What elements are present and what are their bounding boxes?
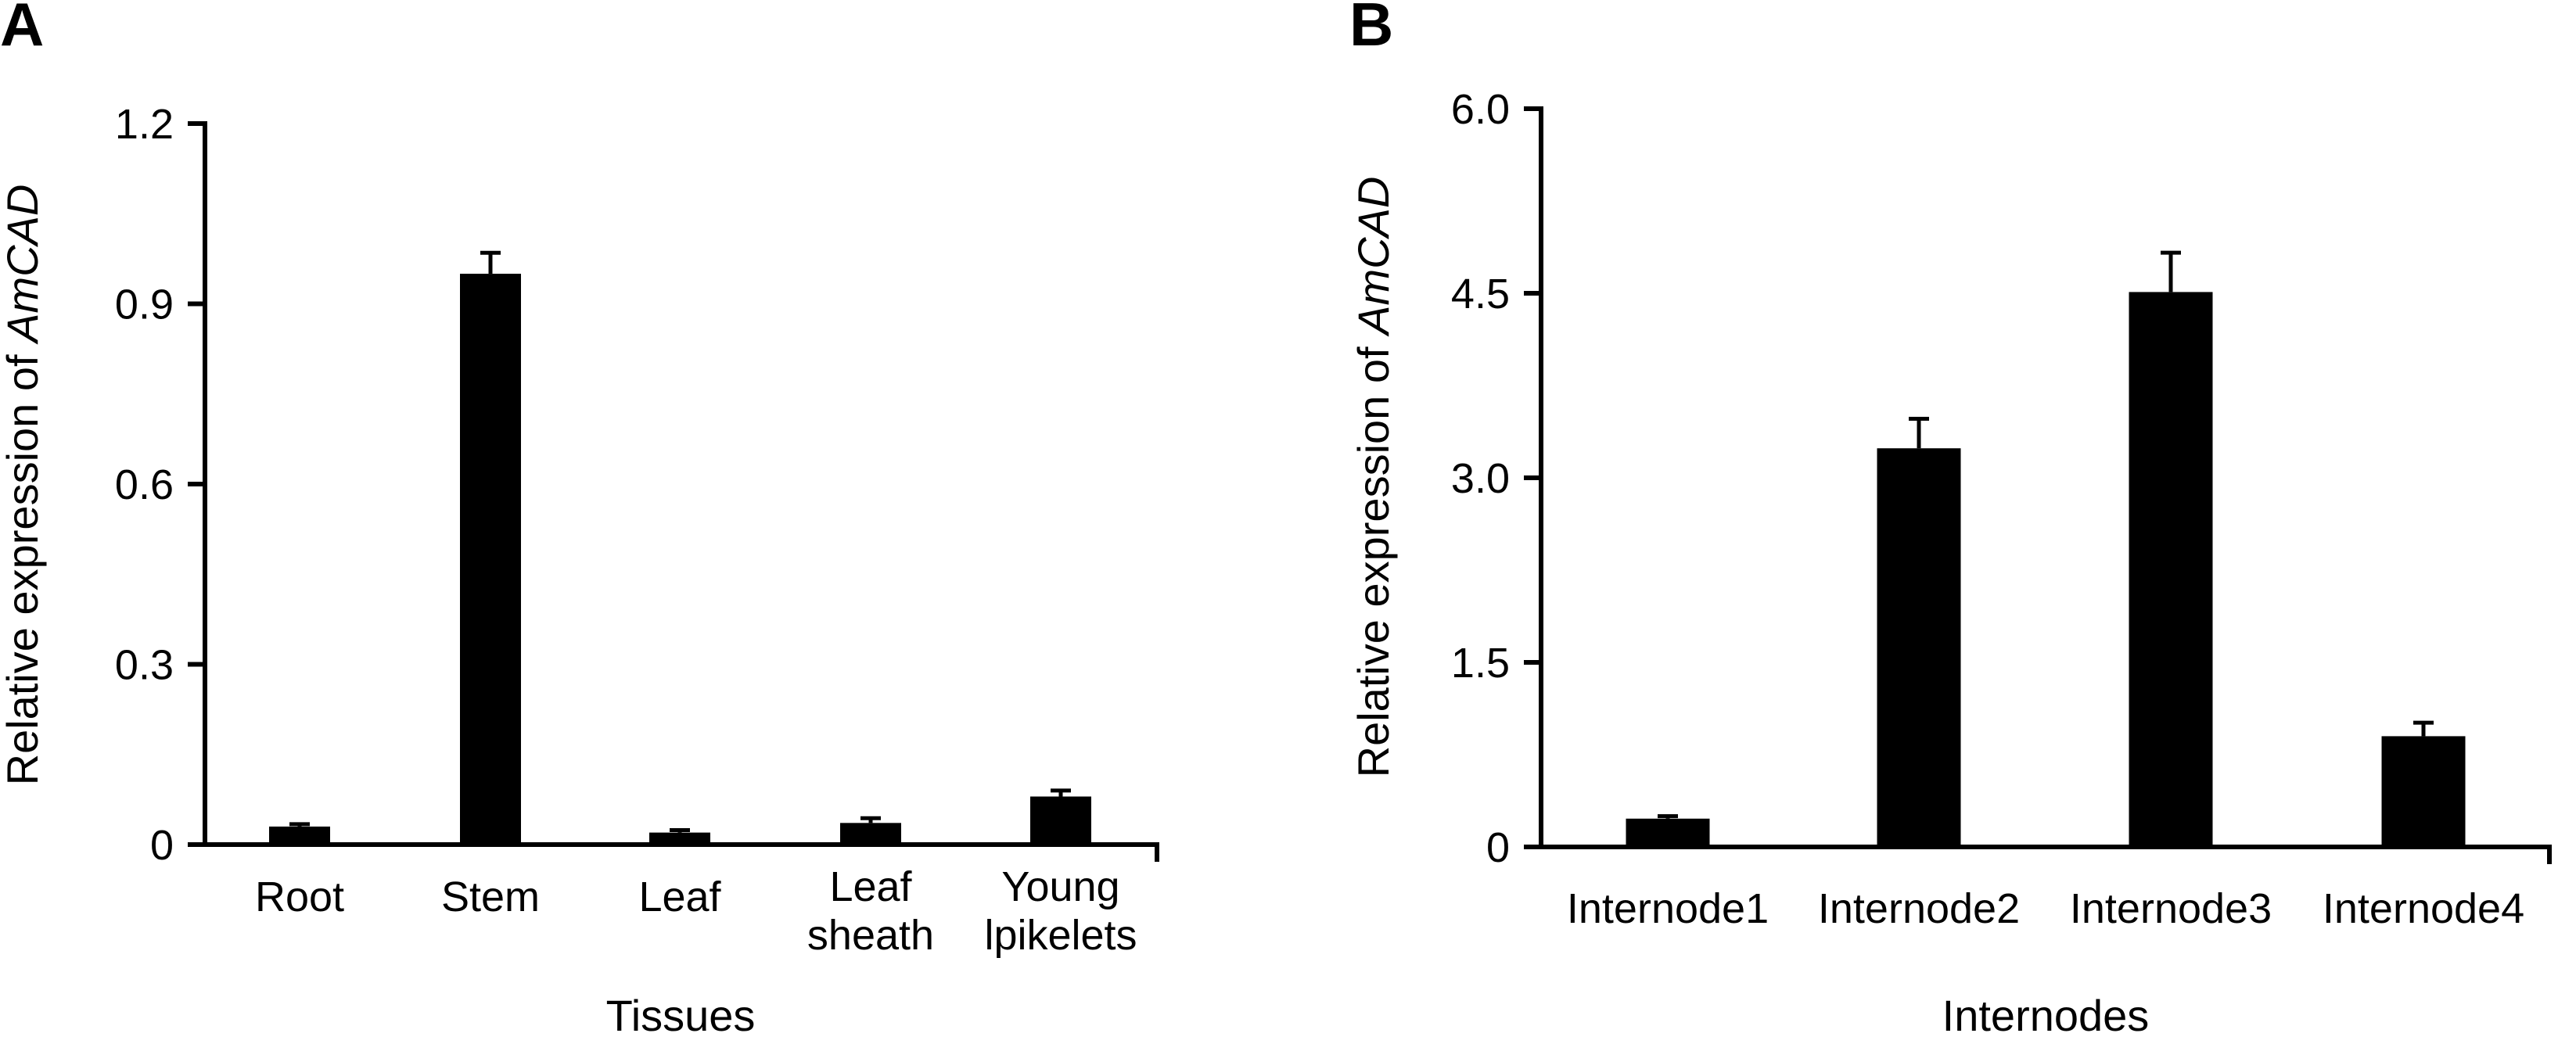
y-tick-label-b: 6.0	[1451, 86, 1510, 133]
bar-b	[2129, 292, 2213, 848]
bar-b	[1626, 818, 1710, 847]
x-tick-label-line: Internode1	[1567, 885, 1769, 932]
x-tick-label-a: Leaf	[638, 874, 721, 920]
y-tick-label-a: 0	[150, 822, 174, 869]
y-axis-title-a: Relative expression of AmCAD	[0, 185, 47, 786]
panel-letter-b: B	[1349, 0, 1393, 59]
panel-a-chart: A Relative expression of AmCAD 0 0.3 0.6 0.…	[0, 0, 1159, 1040]
x-axis-title-b: Internodes	[1942, 991, 2150, 1040]
x-tick-label-b: Internode2	[1818, 885, 2020, 932]
bar-b	[2381, 736, 2466, 847]
x-tick-label-line: Root	[255, 874, 344, 920]
x-tick-label-line: Leaf	[638, 874, 721, 920]
bar-b	[1877, 448, 1961, 847]
y-axis-title-b: Relative expression of AmCAD	[1349, 177, 1398, 778]
y-tick-label-b: 4.5	[1451, 271, 1510, 318]
x-tick-label-b: Internode1	[1567, 885, 1769, 932]
bar-a	[840, 823, 901, 845]
x-tick-label-line: Internode2	[1818, 885, 2020, 932]
x-tick-label-line: Young	[1001, 863, 1119, 910]
y-tick-label-a: 0.9	[115, 282, 174, 328]
y-tick-label-b: 3.0	[1451, 455, 1510, 502]
x-tick-label-a: Stem	[441, 874, 540, 920]
y-tick-label-a: 1.2	[115, 101, 174, 148]
y-tick-label-b: 1.5	[1451, 640, 1510, 687]
panel-letter-a: A	[0, 0, 44, 59]
y-axis-title-a-gene: AmCAD	[0, 185, 47, 345]
x-tick-label-line: Leaf	[829, 863, 912, 910]
panel-b-chart: B Relative expression of AmCAD 0 1.5 3.0 4.…	[1349, 0, 2552, 1040]
bar-a	[269, 826, 330, 845]
bars-a	[269, 250, 1091, 845]
x-tick-labels-b: Internode1 Internode2 Internode3 Internode4	[1567, 885, 2524, 932]
bar-a	[649, 832, 710, 845]
bars-b	[1626, 250, 2466, 848]
y-tick-label-b: 0	[1486, 824, 1510, 871]
y-ticks-b: 0 1.5 3.0 4.5 6.0	[1451, 86, 1541, 871]
y-axis-title-b-gene: AmCAD	[1349, 177, 1398, 337]
x-tick-label-line: Stem	[441, 874, 540, 920]
x-tick-label-a: Leaf sheath	[807, 863, 934, 959]
y-tick-label-a: 0.6	[115, 461, 174, 508]
y-axis-title-b-prefix: Relative expression of	[1349, 335, 1398, 778]
x-tick-label-a: Root	[255, 874, 344, 920]
bar-a	[460, 274, 521, 845]
x-tick-label-a: Young lpikelets	[984, 863, 1137, 959]
y-ticks-a: 0 0.3 0.6 0.9 1.2	[115, 101, 205, 869]
y-axis-title-a-prefix: Relative expression of	[0, 343, 47, 786]
x-tick-label-line: lpikelets	[984, 912, 1137, 959]
x-tick-label-b: Internode3	[2070, 885, 2272, 932]
x-axis-title-a: Tissues	[606, 991, 756, 1040]
x-tick-label-line: sheath	[807, 912, 934, 959]
bar-a	[1030, 796, 1091, 845]
x-tick-label-b: Internode4	[2323, 885, 2524, 932]
y-tick-label-a: 0.3	[115, 642, 174, 689]
x-tick-label-line: Internode4	[2323, 885, 2524, 932]
x-tick-label-line: Internode3	[2070, 885, 2272, 932]
